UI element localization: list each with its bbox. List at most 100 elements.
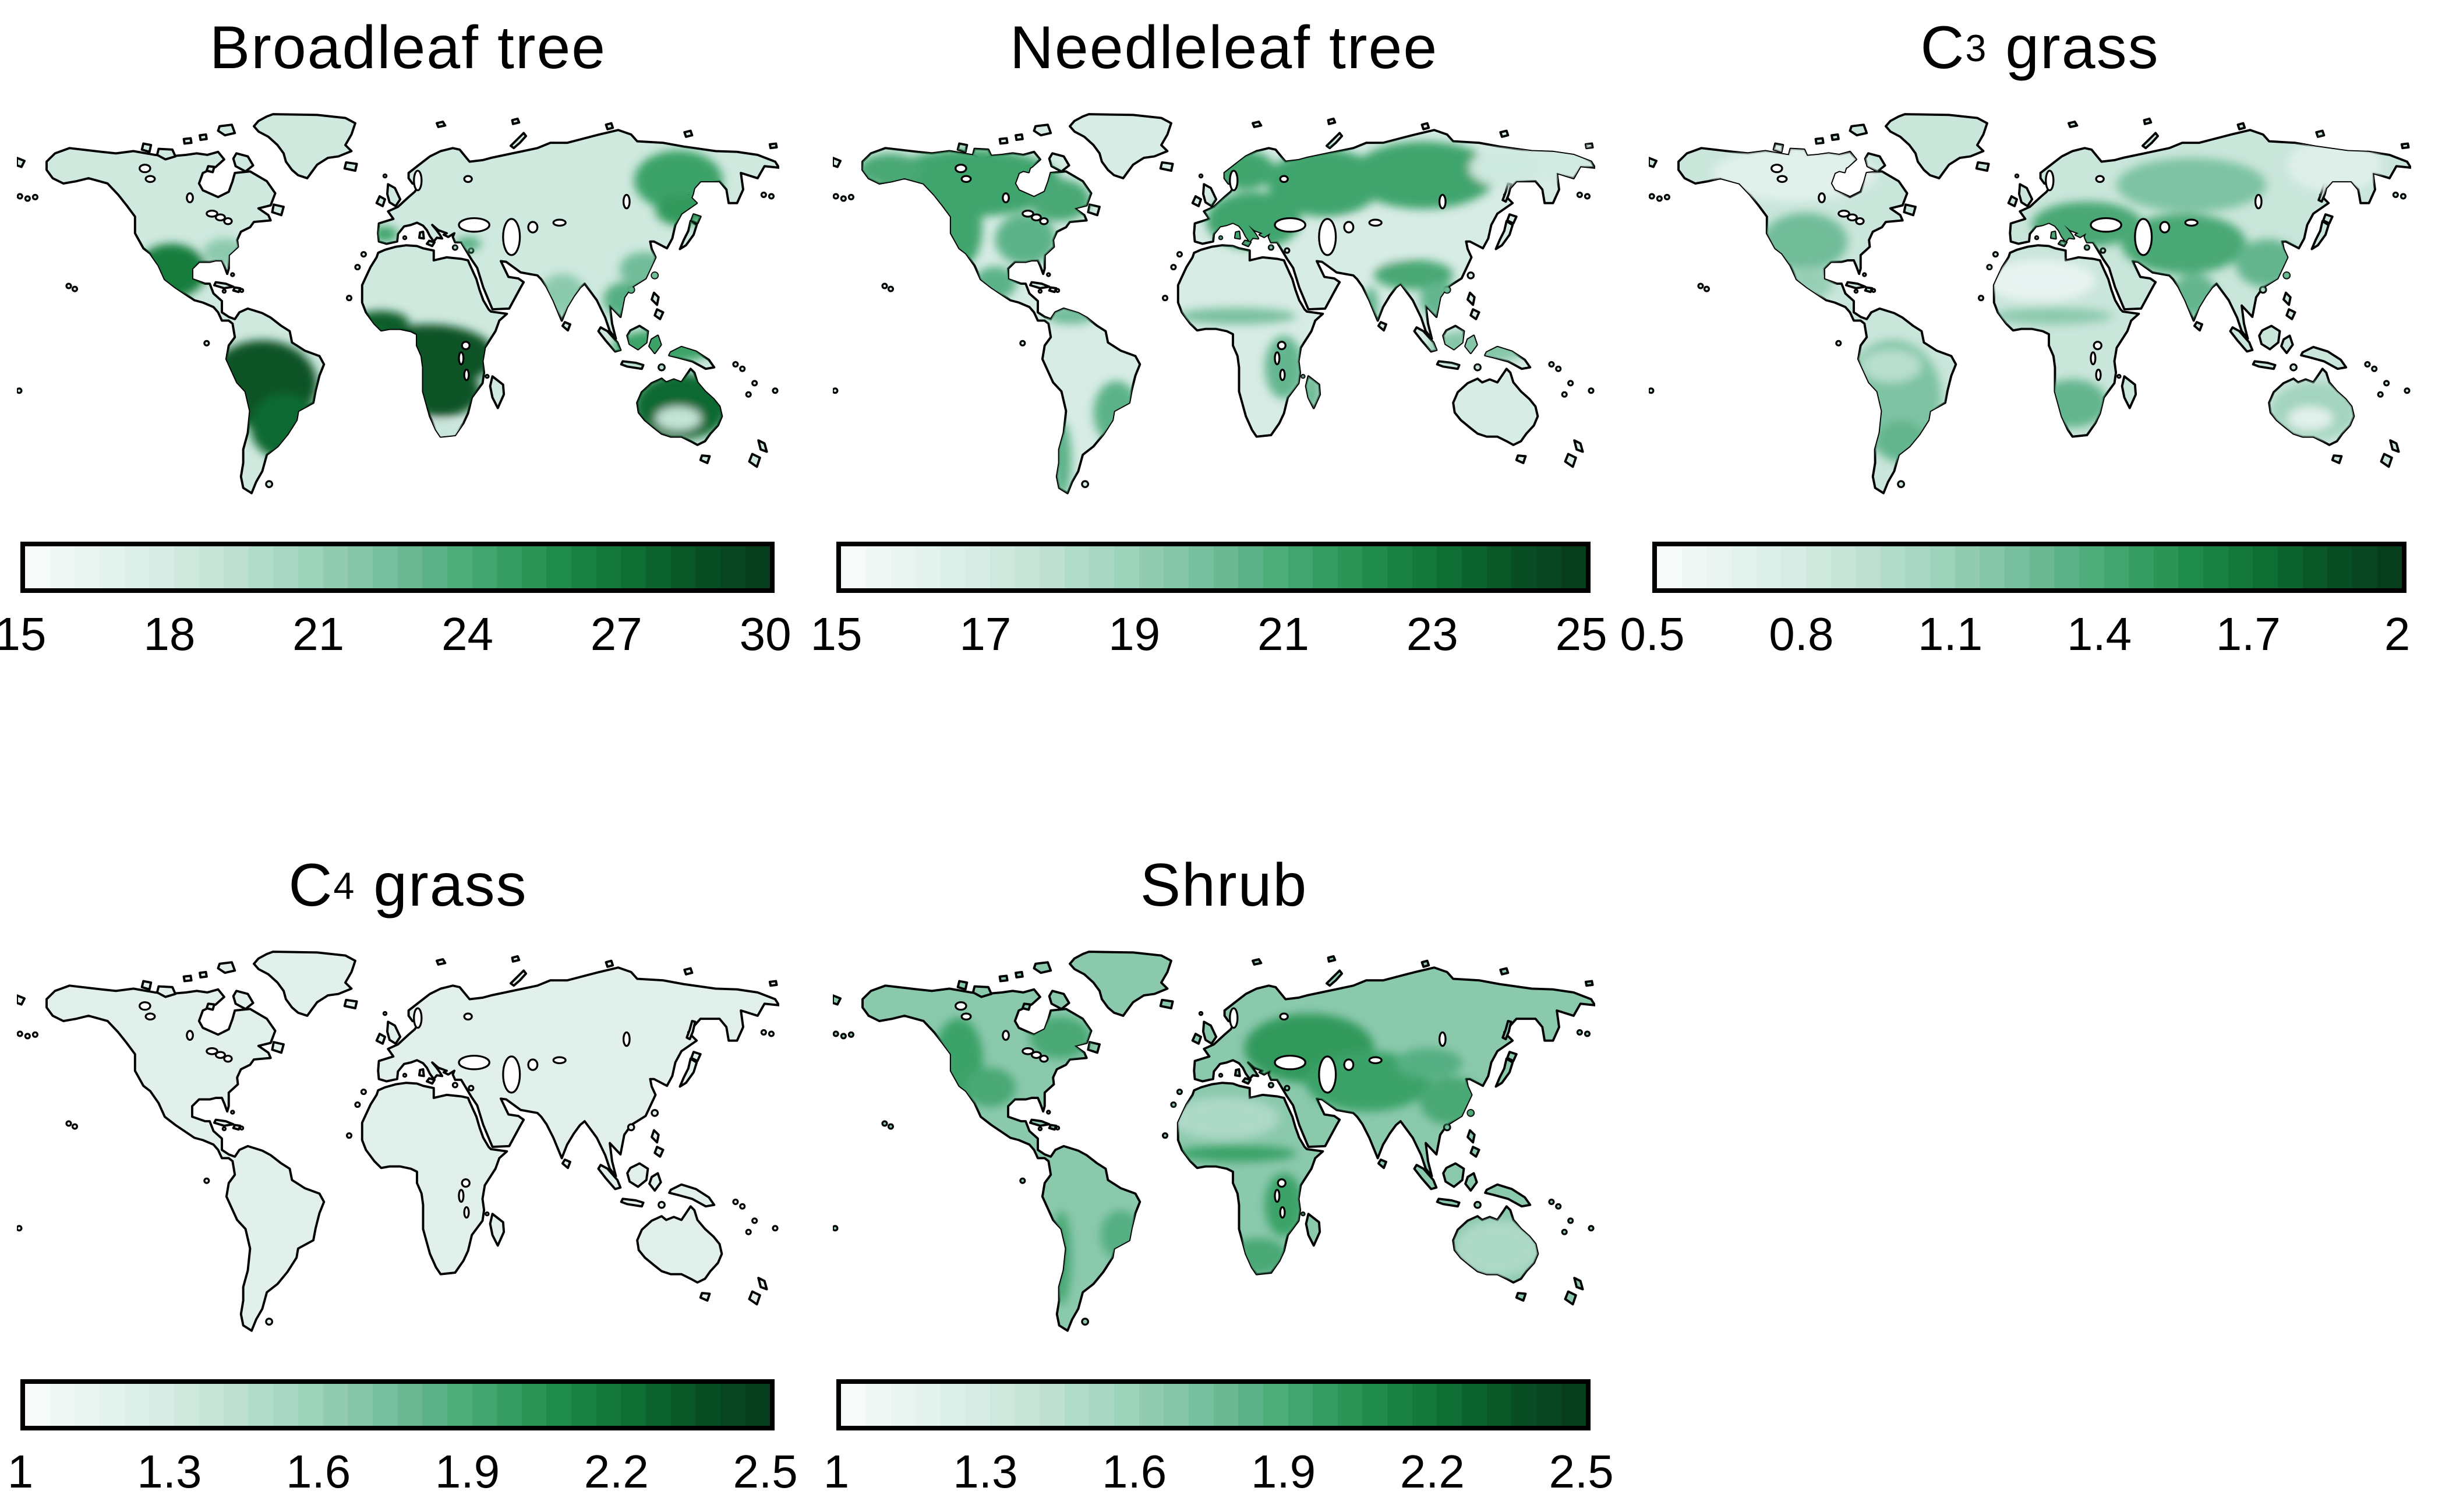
inland-sea	[461, 341, 471, 351]
land-shape	[2236, 122, 2246, 130]
colorbar-segment	[1040, 1384, 1065, 1426]
colorbar-segment	[546, 1384, 572, 1426]
island-dot	[745, 391, 752, 398]
island-dot	[768, 193, 775, 200]
island-dot	[833, 387, 839, 394]
land-shape	[561, 321, 572, 332]
inland-sea	[1771, 164, 1784, 174]
inland-sea	[223, 217, 234, 225]
colorbar-segment	[1486, 546, 1512, 588]
land-shape	[1087, 203, 1101, 217]
land-shape	[386, 1020, 402, 1045]
region-shade-sahara-pale	[1169, 1097, 1280, 1140]
land-shape	[386, 183, 402, 207]
island-dot	[72, 285, 79, 292]
colorbar-segment	[472, 1384, 497, 1426]
colorbar-segment	[1238, 1384, 1263, 1426]
land-shape	[1015, 133, 1024, 141]
land-shape	[1564, 453, 1578, 468]
island-dot	[651, 1109, 659, 1117]
island-dot	[1577, 191, 1584, 198]
colorbar-segment	[1139, 546, 1164, 588]
inland-sea	[1776, 175, 1788, 183]
island-dot	[468, 1084, 475, 1091]
island-dot	[848, 1031, 855, 1038]
colorbar-segment	[1511, 546, 1536, 588]
inland-sea	[1368, 218, 1383, 227]
island-dot	[2383, 380, 2390, 387]
island-dot	[1697, 282, 1704, 289]
land-shape	[1885, 113, 1989, 179]
island-dot	[1567, 1217, 1574, 1224]
land-shape	[1903, 203, 1917, 217]
tick-label: 15	[0, 608, 47, 660]
inland-sea	[2045, 169, 2055, 192]
land-shape	[436, 958, 447, 966]
land-shape	[2258, 324, 2281, 351]
inland-sea	[960, 1012, 972, 1021]
land-shape	[1069, 113, 1173, 179]
colorbar-segment	[25, 546, 50, 588]
island-dot	[745, 1228, 752, 1235]
colorbar-segment	[1040, 546, 1065, 588]
tick-label: 0.8	[1769, 608, 1834, 660]
tick-label: 1.4	[2066, 608, 2132, 660]
island-dot	[265, 1317, 274, 1326]
world-map-broadleaf	[17, 96, 779, 507]
inland-sea	[463, 1012, 473, 1021]
land-shape	[1192, 195, 1203, 207]
island-dot	[1704, 285, 1711, 292]
inland-sea	[2095, 175, 2105, 183]
land-shape	[1484, 1183, 1532, 1208]
colorbar-segment	[720, 1384, 745, 1426]
island-dot	[2034, 235, 2040, 241]
land-shape	[2310, 220, 2330, 250]
island-dot	[2116, 374, 2122, 379]
land-shape	[418, 230, 426, 240]
island-dot	[2393, 191, 2399, 198]
region-shade-andes	[1051, 1211, 1072, 1305]
colorbar-segment	[621, 1384, 646, 1426]
land-shape	[1864, 286, 1874, 294]
island-dot	[2100, 247, 2107, 254]
colorbar-segment	[1362, 1384, 1388, 1426]
land-shape	[678, 220, 698, 250]
tick-label: 27	[590, 608, 642, 660]
tick-label: 24	[441, 608, 493, 660]
island-dot	[1897, 480, 1906, 488]
colorbar-needleleaf	[836, 542, 1591, 593]
island-dot	[65, 282, 72, 289]
tick-label: 1.9	[1250, 1446, 1316, 1497]
island-dot	[1055, 288, 1061, 293]
land-shape	[1573, 439, 1584, 453]
island-dot	[2400, 193, 2407, 200]
island-dot	[17, 387, 23, 394]
colorbar-ticks-needleleaf: 15 17 19 21 23 25	[811, 607, 1607, 663]
region-shade-us-east	[995, 213, 1056, 265]
inland-sea	[1277, 1178, 1287, 1188]
colorbar-broadleaf	[20, 542, 775, 593]
island-dot	[452, 1082, 459, 1089]
land-shape	[605, 959, 614, 968]
colorbar-segment	[323, 1384, 348, 1426]
land-shape	[1377, 1158, 1388, 1170]
island-dot	[17, 193, 24, 200]
tick-label: 17	[959, 608, 1012, 660]
tick-label: 1.6	[286, 1446, 351, 1497]
land-shape	[1442, 1162, 1465, 1188]
island-dot	[1588, 1225, 1595, 1232]
island-dot	[1548, 1199, 1555, 1206]
land-shape	[1815, 137, 1825, 145]
island-dot	[840, 1033, 847, 1040]
island-dot	[1577, 1029, 1584, 1036]
island-dot	[230, 272, 235, 277]
colorbar-segment	[1955, 546, 1980, 588]
inland-sea	[139, 164, 152, 174]
colorbar-segment	[1462, 546, 1487, 588]
island-dot	[1649, 387, 1655, 394]
land-shape	[510, 132, 528, 150]
colorbar-segment	[1462, 1384, 1487, 1426]
land-shape	[253, 113, 357, 179]
colorbar-segment	[2079, 546, 2104, 588]
